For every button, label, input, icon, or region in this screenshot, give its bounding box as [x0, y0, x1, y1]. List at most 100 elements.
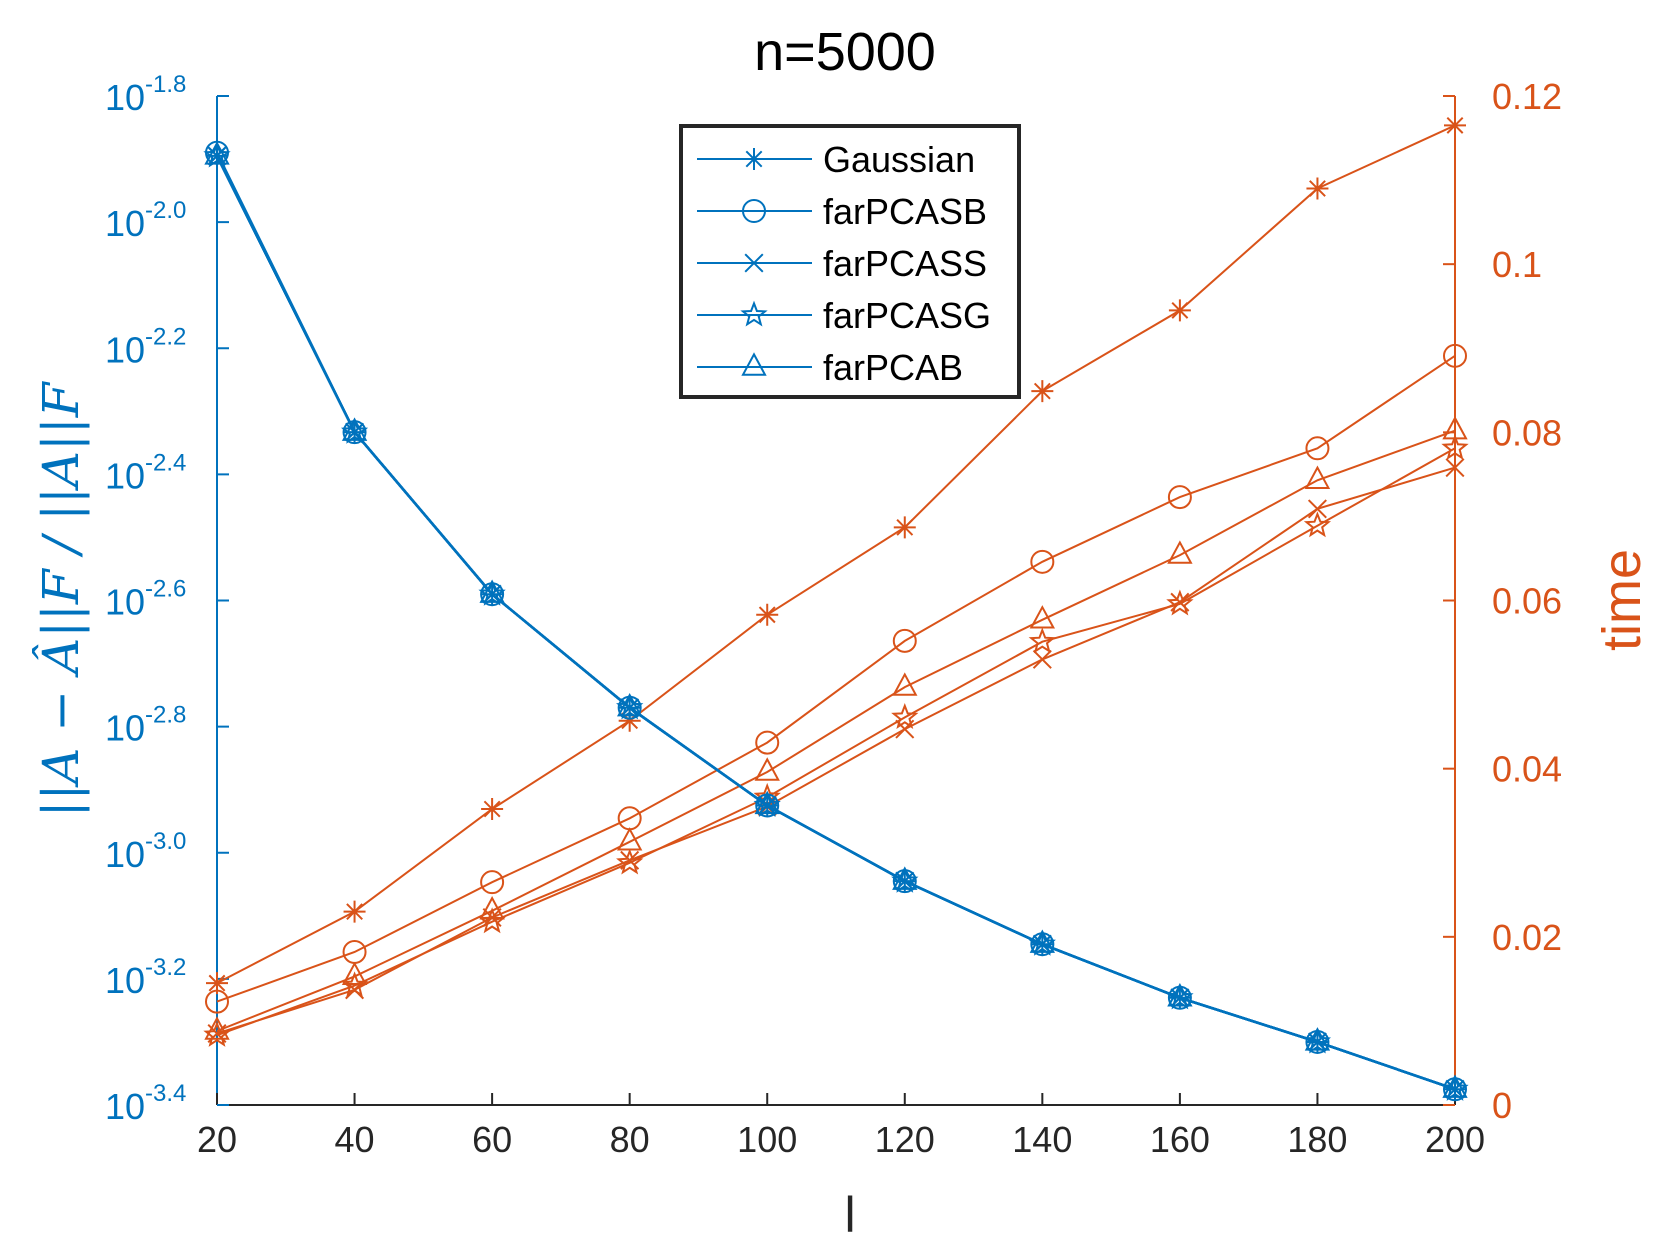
error-point-farPCAB — [1304, 1027, 1331, 1051]
left-axis-ticks: 10-1.8 10-2.0 10-2.2 10-2.4 10-2.6 10-2.8 10-3… — [105, 71, 229, 1127]
legend-label-farPCASS: farPCASS — [823, 243, 987, 284]
time-point-farPCASB — [1443, 343, 1467, 368]
right-tick-label: 0.04 — [1492, 749, 1562, 790]
right-tick-label: 0.1 — [1492, 244, 1542, 285]
time-line-Gaussian — [216, 124, 1456, 984]
right-tick-label: 0.06 — [1492, 581, 1562, 622]
time-point-farPCASB — [480, 870, 505, 895]
legend-box — [679, 124, 1021, 399]
error-point-farPCASG — [753, 791, 781, 818]
right-axis-label: time — [1592, 549, 1652, 651]
time-point-farPCAB — [341, 961, 368, 986]
x-axis-label: l — [844, 1187, 855, 1243]
time-series-group — [203, 114, 1469, 1047]
left-tick-label: 10-3.2 — [105, 954, 186, 1001]
time-line-farPCASG — [216, 447, 1456, 1037]
right-tick-label: 0 — [1492, 1085, 1512, 1126]
chart-title: n=5000 — [754, 22, 936, 82]
error-point-farPCAB — [341, 417, 368, 441]
time-line-farPCASB — [216, 354, 1456, 1003]
left-tick-label: 10-3.0 — [105, 828, 186, 875]
legend-marker-farPCASB — [742, 199, 766, 223]
time-point-farPCASB — [1030, 549, 1055, 574]
error-point-farPCAB — [204, 141, 230, 165]
time-line-farPCAB — [216, 429, 1456, 1032]
time-point-Gaussian — [343, 900, 366, 923]
error-line-farPCAB — [215, 155, 1456, 1091]
time-point-farPCASB — [1305, 436, 1330, 461]
legend-marker-Gaussian — [743, 148, 765, 170]
time-point-farPCASB — [755, 730, 780, 755]
time-point-farPCASB — [205, 989, 229, 1014]
time-point-farPCASG — [1441, 434, 1469, 460]
time-point-farPCAB — [616, 827, 643, 851]
time-point-farPCASG — [1028, 627, 1056, 654]
time-point-farPCAB — [204, 1016, 230, 1040]
time-point-farPCAB — [892, 672, 918, 696]
time-point-Gaussian — [481, 798, 504, 821]
legend-marker-farPCASG — [740, 300, 768, 327]
time-point-farPCASG — [891, 702, 919, 729]
x-tick-label: 140 — [1012, 1119, 1072, 1160]
error-point-farPCAB — [1442, 1074, 1468, 1098]
error-point-farPCAB — [892, 866, 918, 890]
time-point-Gaussian — [1444, 114, 1466, 137]
time-point-Gaussian — [1306, 177, 1329, 200]
error-point-farPCAB — [1029, 929, 1056, 953]
time-point-farPCASG — [1166, 589, 1194, 616]
time-point-Gaussian — [618, 709, 641, 732]
time-point-farPCASB — [892, 628, 917, 653]
x-tick-label: 200 — [1425, 1119, 1485, 1160]
error-point-farPCASG — [478, 579, 506, 606]
error-point-farPCAB — [479, 579, 505, 603]
time-point-farPCASB — [1167, 485, 1192, 510]
x-tick-label: 180 — [1287, 1119, 1347, 1160]
time-point-farPCASS — [1032, 649, 1052, 669]
time-point-farPCASG — [616, 848, 644, 875]
right-tick-label: 0.12 — [1492, 76, 1562, 117]
time-point-Gaussian — [1031, 380, 1054, 403]
error-point-farPCAB — [1167, 983, 1193, 1007]
x-tick-label: 60 — [472, 1119, 512, 1160]
error-point-farPCASG — [341, 417, 369, 444]
time-point-farPCAB — [754, 757, 780, 781]
time-point-Gaussian — [756, 603, 779, 626]
time-point-Gaussian — [893, 516, 916, 539]
left-tick-label: 10-1.8 — [105, 71, 186, 118]
time-point-Gaussian — [1168, 299, 1191, 322]
error-point-farPCASG — [616, 693, 644, 720]
left-tick-label: 10-2.8 — [105, 702, 186, 749]
legend-label-farPCASG: farPCASG — [823, 295, 991, 336]
left-axis-label: ||A − Â||F / ||A||F — [31, 380, 90, 817]
legend-label-Gaussian: Gaussian — [823, 139, 975, 180]
time-point-farPCAB — [1304, 465, 1331, 489]
error-point-farPCAB — [754, 790, 780, 815]
left-tick-label: 10-2.6 — [105, 576, 186, 623]
x-axis-ticks: 20 40 60 80 100 120 140 160 180 200 — [197, 1093, 1485, 1160]
time-point-farPCASG — [340, 971, 369, 998]
right-tick-label: 0.08 — [1492, 412, 1562, 453]
legend-label-farPCASB: farPCASB — [823, 191, 987, 232]
legend: Gaussian farPCASB farPCASS farPCASG farPCAB — [679, 124, 1021, 399]
x-tick-label: 100 — [737, 1119, 797, 1160]
x-tick-label: 40 — [335, 1119, 375, 1160]
time-point-farPCASG — [203, 1020, 231, 1047]
x-tick-label: 80 — [610, 1119, 650, 1160]
legend-label-farPCAB: farPCAB — [823, 347, 963, 388]
time-point-farPCAB — [479, 896, 505, 920]
legend-marker-farPCASS — [744, 253, 764, 273]
time-point-farPCASG — [1303, 511, 1332, 538]
x-tick-label: 20 — [197, 1119, 237, 1160]
time-point-farPCAB — [1167, 540, 1193, 564]
x-tick-label: 160 — [1150, 1119, 1210, 1160]
error-point-farPCASG — [203, 141, 231, 168]
left-tick-label: 10-2.2 — [105, 323, 186, 370]
left-tick-label: 10-2.0 — [105, 197, 186, 244]
time-point-farPCAB — [1029, 605, 1056, 629]
time-point-Gaussian — [206, 972, 228, 995]
error-series-group — [203, 140, 1469, 1102]
time-point-farPCASS — [1307, 499, 1327, 519]
left-tick-label: 10-2.4 — [105, 449, 186, 496]
left-tick-label: 10-3.4 — [105, 1080, 186, 1127]
